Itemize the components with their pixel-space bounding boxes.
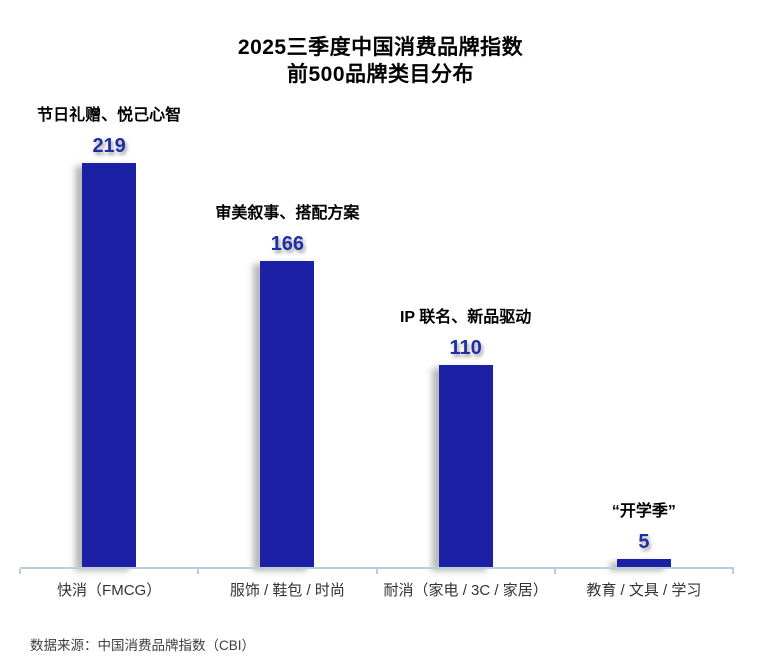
bar bbox=[616, 559, 671, 568]
axis-tick bbox=[197, 569, 199, 574]
axis-tick bbox=[732, 569, 734, 574]
bar-value-label: 5 bbox=[638, 531, 650, 553]
axis-tick bbox=[376, 569, 378, 574]
bar-annotation: 节日礼赠、悦己心智 bbox=[37, 107, 182, 124]
chart-title-line1: 2025三季度中国消费品牌指数 bbox=[237, 36, 524, 59]
axis-tick bbox=[19, 569, 21, 574]
bar-value-label: 166 bbox=[270, 233, 305, 255]
bar-value-label: 219 bbox=[92, 135, 126, 157]
x-axis-label: 服饰 / 鞋包 / 时尚 bbox=[229, 582, 345, 599]
axis-tick bbox=[554, 569, 556, 574]
data-source-note: 数据来源：中国消费品牌指数（CBI） bbox=[30, 638, 256, 653]
bar-column: 节日礼赠、悦己心智 219 bbox=[20, 0, 198, 568]
bar bbox=[438, 365, 493, 568]
bar-value-label: 110 bbox=[449, 337, 482, 359]
bar bbox=[260, 261, 315, 568]
bar-column: “开学季” 5 bbox=[555, 0, 733, 568]
bar-annotation: “开学季” bbox=[611, 503, 676, 520]
x-axis-label: 教育 / 文具 / 学习 bbox=[586, 582, 702, 599]
chart-title: 2025三季度中国消费品牌指数 前500品牌类目分布 bbox=[0, 34, 761, 88]
bar-annotation: 审美叙事、搭配方案 bbox=[215, 205, 360, 222]
bar bbox=[82, 163, 137, 568]
x-axis-label: 耐消（家电 / 3C / 家居） bbox=[383, 582, 548, 599]
bar-chart: 节日礼赠、悦己心智 219 审美叙事、搭配方案 166 IP 联名、新品驱动 110 “开学… bbox=[20, 0, 733, 568]
x-axis-line bbox=[20, 567, 734, 569]
bar-column: 审美叙事、搭配方案 166 bbox=[198, 0, 376, 568]
x-axis-label: 快消（FMCG） bbox=[57, 582, 162, 599]
bar-column: IP 联名、新品驱动 110 bbox=[377, 0, 555, 568]
bar-annotation: IP 联名、新品驱动 bbox=[399, 309, 532, 326]
x-axis-labels: 快消（FMCG） 服饰 / 鞋包 / 时尚 耐消（家电 / 3C / 家居） 教育 /… bbox=[20, 579, 733, 600]
bar-columns: 节日礼赠、悦己心智 219 审美叙事、搭配方案 166 IP 联名、新品驱动 110 “开学… bbox=[20, 0, 733, 568]
chart-title-line2: 前500品牌类目分布 bbox=[286, 63, 475, 86]
